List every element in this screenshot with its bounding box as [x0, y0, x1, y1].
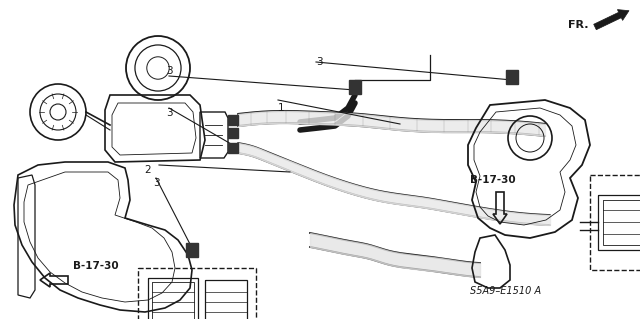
Text: B-17-30: B-17-30	[73, 261, 118, 271]
Bar	[228, 128, 238, 138]
Bar	[148, 278, 198, 319]
Bar	[205, 280, 247, 319]
Text: B-17-30: B-17-30	[470, 175, 516, 185]
Text: 3: 3	[166, 66, 172, 76]
Bar	[590, 175, 640, 270]
Bar	[138, 268, 256, 319]
Bar	[598, 195, 640, 250]
Text: S5A9–E1510 A: S5A9–E1510 A	[470, 286, 541, 296]
FancyArrow shape	[594, 10, 629, 30]
Text: 3: 3	[166, 108, 172, 118]
Text: 3: 3	[316, 57, 323, 67]
Bar	[603, 200, 640, 245]
Bar	[186, 243, 198, 257]
Text: 3: 3	[153, 178, 159, 188]
Bar	[228, 115, 238, 125]
Bar	[152, 282, 194, 319]
Text: FR.: FR.	[568, 20, 589, 30]
Bar	[228, 143, 238, 153]
Bar	[349, 80, 361, 94]
Bar	[506, 70, 518, 84]
Text: 2: 2	[144, 165, 150, 175]
Text: 1: 1	[278, 103, 285, 113]
